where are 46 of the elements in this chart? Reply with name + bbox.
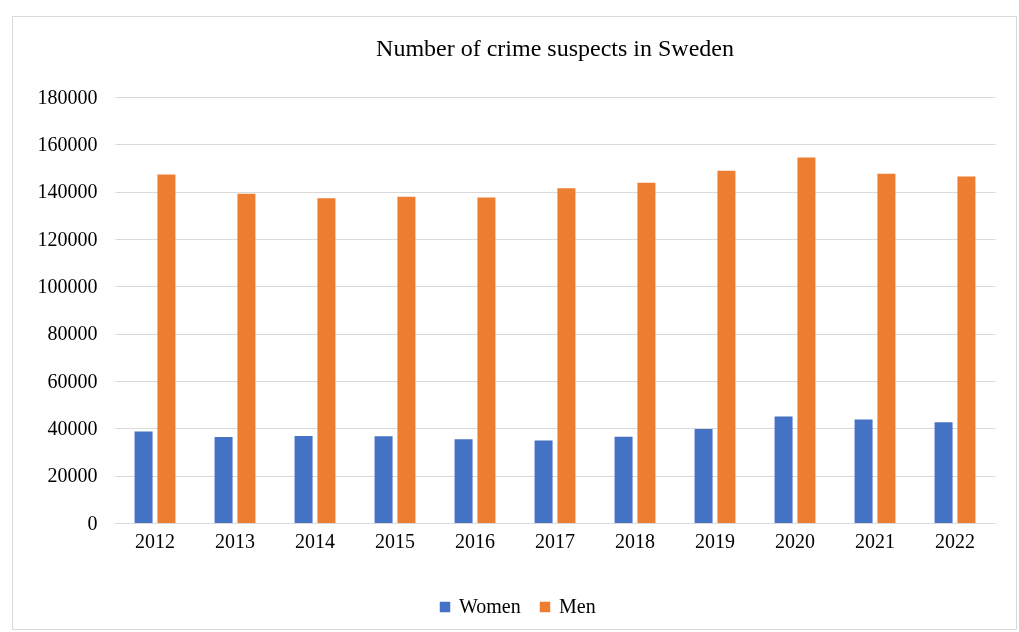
bar — [694, 429, 713, 523]
bar — [374, 436, 393, 523]
x-tick-label: 2020 — [775, 529, 815, 552]
bar — [534, 440, 553, 523]
bar — [294, 435, 313, 523]
bar — [797, 157, 816, 523]
bar — [557, 188, 576, 523]
y-tick-label: 140000 — [37, 180, 98, 203]
x-tick-label: 2016 — [455, 529, 495, 552]
legend-label: Men — [559, 595, 596, 617]
y-tick-label: 100000 — [37, 274, 98, 297]
bar — [854, 419, 873, 523]
x-tick-label: 2013 — [215, 529, 255, 552]
bar — [477, 197, 496, 523]
y-tick-label: 20000 — [47, 464, 98, 487]
legend-label: Women — [459, 595, 521, 617]
x-tick-label: 2021 — [855, 529, 895, 552]
y-tick-label: 60000 — [47, 369, 98, 392]
x-tick-label: 2017 — [535, 529, 575, 552]
x-tick-label: 2014 — [295, 529, 335, 552]
bar — [717, 170, 736, 523]
bar — [934, 422, 953, 523]
x-tick-label: 2022 — [935, 529, 975, 552]
x-tick-label: 2012 — [135, 529, 175, 552]
y-tick-label: 40000 — [47, 416, 98, 439]
bar — [157, 174, 176, 523]
bar — [614, 436, 633, 523]
bar — [237, 193, 256, 523]
x-tick-label: 2019 — [695, 529, 735, 552]
bar — [317, 198, 336, 523]
y-tick-label: 0 — [87, 511, 98, 534]
bar — [637, 182, 656, 523]
chart-title: Number of crime suspects in Sweden — [376, 35, 734, 61]
bar — [214, 437, 233, 523]
bar — [454, 439, 473, 523]
x-tick-label: 2018 — [615, 529, 655, 552]
y-tick-label: 80000 — [47, 322, 98, 345]
x-tick-label: 2015 — [375, 529, 415, 552]
y-tick-label: 120000 — [37, 227, 98, 250]
bar — [877, 173, 896, 523]
bar — [957, 176, 976, 523]
bar — [397, 196, 416, 523]
y-tick-label: 160000 — [37, 132, 98, 155]
bar — [134, 431, 153, 523]
bar — [774, 416, 793, 523]
y-tick-label: 180000 — [37, 85, 98, 108]
